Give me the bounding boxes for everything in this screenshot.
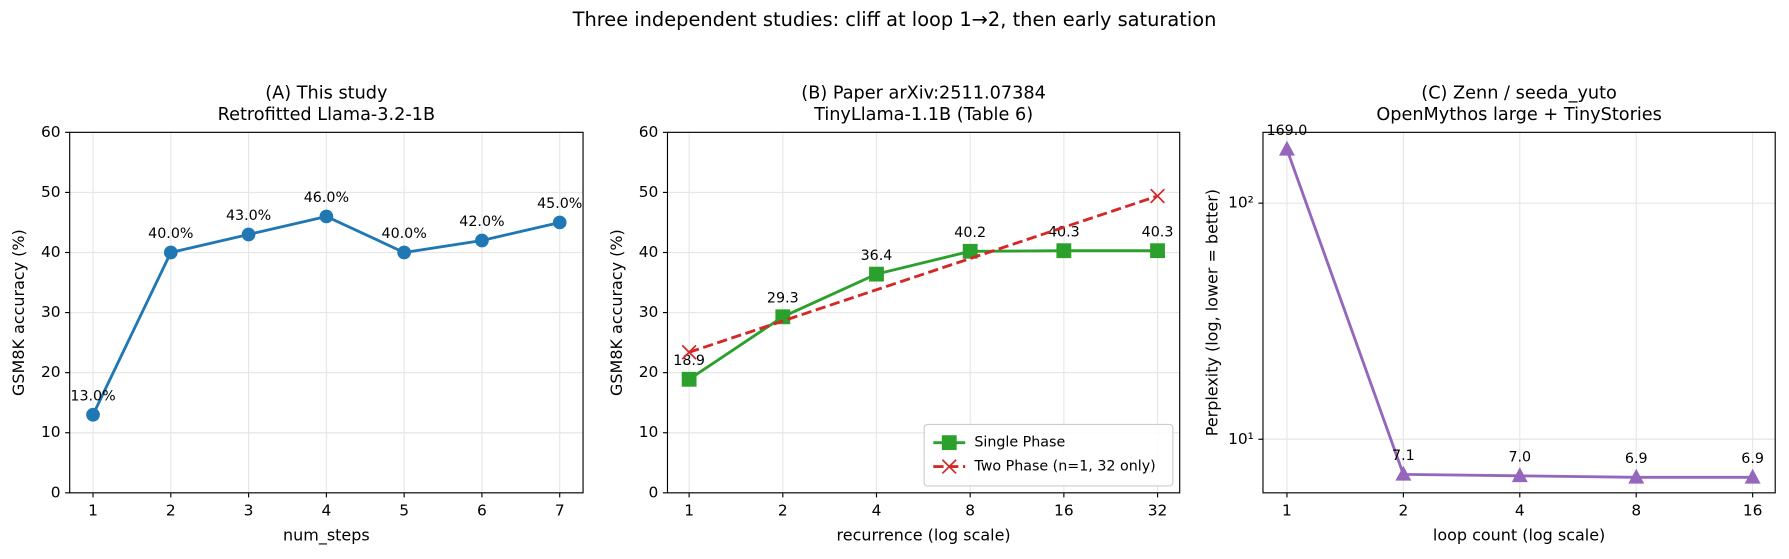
marker	[681, 371, 697, 387]
data-label: 7.0	[1508, 450, 1531, 466]
panel-title: (A) This study	[265, 84, 387, 104]
x-tick-label: 2	[1398, 502, 1408, 520]
x-axis-label: loop count (log scale)	[1433, 526, 1605, 545]
data-label: 43.0%	[226, 208, 271, 224]
panel-subtitle: OpenMythos large + TinyStories	[1376, 105, 1662, 125]
y-tick-label: 10	[639, 423, 659, 441]
marker	[552, 215, 567, 230]
x-tick-label: 16	[1743, 502, 1763, 520]
y-tick-label: 60	[41, 123, 61, 141]
y-tick-label: 30	[41, 303, 61, 321]
panel-title: (B) Paper arXiv:2511.07384	[801, 84, 1046, 104]
marker	[1278, 140, 1295, 156]
y-tick-label: 0	[649, 483, 659, 501]
panel-title: (C) Zenn / seeda_yuto	[1421, 84, 1617, 104]
data-label: 6.9	[1625, 451, 1648, 467]
y-tick-label: 10	[41, 423, 61, 441]
marker	[86, 407, 100, 422]
legend-label: Single Phase	[974, 435, 1065, 451]
data-label: 40.0%	[382, 226, 427, 242]
y-axis-label: Perplexity (log, lower = better)	[1202, 189, 1221, 436]
data-label: 40.3	[1142, 224, 1174, 240]
y-tick-label: 50	[41, 183, 61, 201]
y-tick-label: 50	[639, 183, 659, 201]
data-label: 40.0%	[148, 226, 193, 242]
data-label: 46.0%	[304, 190, 349, 206]
legend-marker	[941, 435, 957, 451]
x-tick-label: 7	[555, 502, 565, 520]
marker	[1744, 468, 1761, 484]
x-tick-label: 1	[684, 502, 694, 520]
x-tick-label: 16	[1054, 502, 1074, 520]
marker	[1395, 465, 1412, 481]
y-tick-label: 40	[41, 243, 61, 261]
y-tick-label: 60	[639, 123, 659, 141]
x-tick-label: 8	[1631, 502, 1641, 520]
x-axis-label: recurrence (log scale)	[837, 526, 1011, 545]
y-tick-label: 10²	[1228, 194, 1254, 212]
marker	[397, 245, 412, 260]
marker	[962, 243, 978, 259]
axes-frame	[69, 131, 584, 494]
legend-label: Two Phase (n=1, 32 only)	[973, 459, 1155, 475]
marker	[681, 344, 697, 360]
y-tick-label: 20	[41, 363, 61, 381]
marker	[319, 209, 334, 224]
data-label: 29.3	[767, 291, 799, 307]
axes-frame	[666, 131, 1181, 494]
marker	[475, 233, 489, 248]
data-label: 7.1	[1392, 448, 1415, 464]
x-tick-label: 1	[1282, 502, 1292, 520]
y-axis-label: GSM8K accuracy (%)	[607, 229, 626, 396]
x-tick-label: 6	[477, 502, 487, 520]
marker	[1150, 188, 1165, 204]
data-label: 169.0	[1267, 123, 1308, 139]
x-tick-label: 4	[1515, 502, 1525, 520]
data-label: 45.0%	[537, 196, 582, 212]
data-label: 42.0%	[459, 214, 504, 230]
y-axis-label: GSM8K accuracy (%)	[9, 229, 28, 396]
marker	[775, 309, 791, 325]
axes-frame	[1262, 131, 1776, 494]
x-axis-label: num_steps	[283, 526, 370, 546]
data-label: 13.0%	[70, 388, 115, 404]
marker	[1056, 243, 1072, 259]
x-tick-label: 8	[965, 502, 975, 520]
data-label: 18.9	[673, 353, 705, 369]
x-tick-label: 3	[244, 502, 254, 520]
legend-marker	[941, 459, 957, 475]
marker	[163, 245, 178, 260]
legend-box	[923, 423, 1174, 487]
data-label: 36.4	[861, 248, 893, 264]
data-label: 40.2	[954, 225, 986, 241]
x-tick-label: 32	[1148, 502, 1168, 520]
y-tick-label: 40	[639, 243, 659, 261]
marker	[869, 266, 884, 282]
x-tick-label: 2	[166, 502, 176, 520]
panel-subtitle: TinyLlama-1.1B (Table 6)	[813, 105, 1033, 125]
x-tick-label: 5	[399, 502, 409, 520]
y-tick-label: 10¹	[1228, 430, 1254, 448]
y-tick-label: 0	[51, 483, 61, 501]
x-tick-label: 4	[872, 502, 882, 520]
marker	[1511, 467, 1528, 483]
marker	[241, 227, 256, 242]
figure-title: Three independent studies: cliff at loop…	[572, 8, 1217, 31]
panel-subtitle: Retrofitted Llama-3.2-1B	[218, 105, 436, 125]
x-tick-label: 1	[88, 502, 98, 520]
series-line	[688, 194, 1159, 354]
x-tick-label: 2	[778, 502, 788, 520]
marker	[1628, 468, 1645, 484]
y-tick-label: 30	[639, 303, 659, 321]
x-tick-label: 4	[321, 502, 331, 520]
y-tick-label: 20	[639, 363, 659, 381]
marker	[1150, 243, 1165, 259]
data-label: 6.9	[1741, 451, 1764, 467]
